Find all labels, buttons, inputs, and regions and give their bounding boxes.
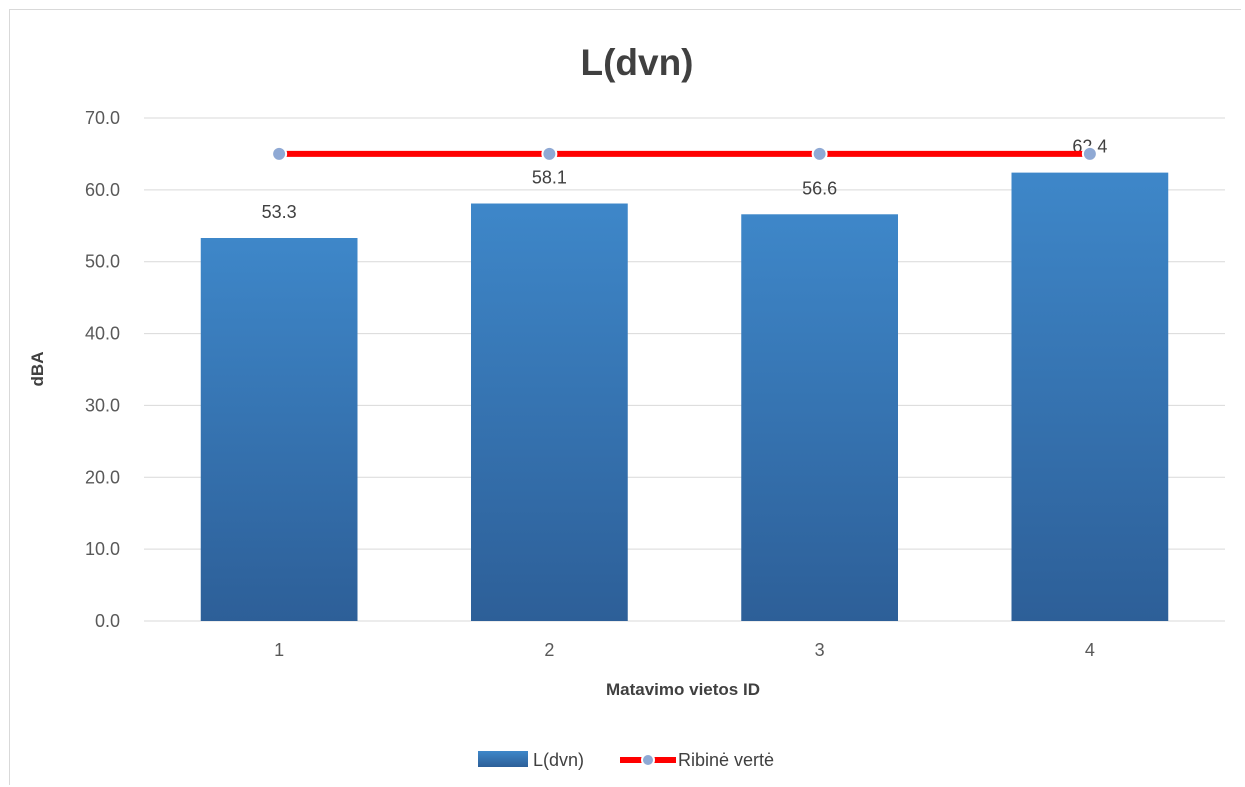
x-tick-label: 2 (544, 640, 554, 660)
y-tick-label: 40.0 (85, 324, 120, 344)
x-axis-ticks: 1 2 3 4 (274, 640, 1095, 660)
x-axis-title: Matavimo vietos ID (606, 680, 760, 699)
bar (1011, 172, 1169, 621)
y-tick-label: 70.0 (85, 108, 120, 128)
limit-line-series (271, 145, 1098, 162)
legend-swatch-marker (641, 753, 655, 767)
y-tick-label: 50.0 (85, 252, 120, 272)
bar-data-label: 53.3 (262, 202, 297, 222)
chart-title: L(dvn) (580, 42, 693, 83)
bar (200, 238, 358, 621)
legend-swatch-bars (478, 751, 528, 767)
bar-series (200, 172, 1169, 621)
chart-frame (9, 9, 1241, 785)
x-tick-label: 4 (1085, 640, 1095, 660)
bar-data-label: 58.1 (532, 168, 567, 188)
x-tick-label: 1 (274, 640, 284, 660)
legend: L(dvn) Ribinė vertė (478, 750, 774, 770)
y-tick-label: 30.0 (85, 395, 120, 415)
y-tick-label: 0.0 (95, 611, 120, 631)
limit-line-marker (271, 145, 288, 162)
legend-label-line: Ribinė vertė (678, 750, 774, 770)
limit-line-marker (1081, 145, 1098, 162)
y-axis-ticks: 0.0 10.0 20.0 30.0 40.0 50.0 60.0 70.0 (85, 108, 120, 631)
limit-line-marker (811, 145, 828, 162)
legend-label-bars: L(dvn) (533, 750, 584, 770)
y-tick-label: 10.0 (85, 539, 120, 559)
bar-data-label: 56.6 (802, 178, 837, 198)
y-axis-title: dBA (28, 352, 47, 387)
y-tick-label: 60.0 (85, 180, 120, 200)
bar (471, 203, 628, 621)
limit-line-marker (541, 145, 558, 162)
bar-data-labels: 53.358.156.662.4 (262, 137, 1108, 222)
x-tick-label: 3 (815, 640, 825, 660)
bar (741, 214, 898, 621)
y-tick-label: 20.0 (85, 467, 120, 487)
